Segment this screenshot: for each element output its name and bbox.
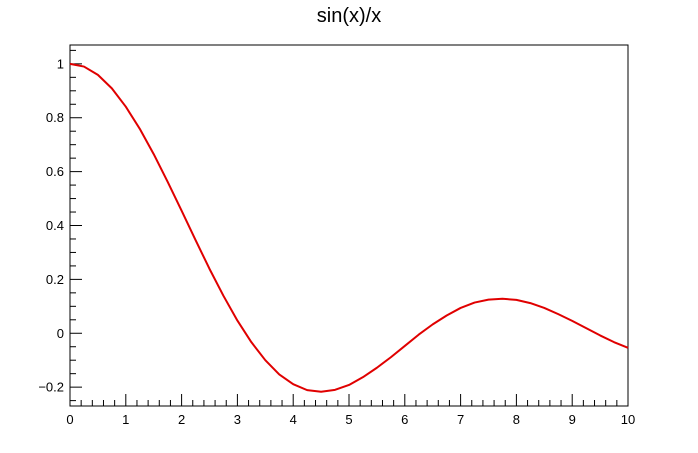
x-tick-label: 7 — [457, 412, 464, 427]
x-tick-label: 9 — [569, 412, 576, 427]
x-tick-label: 8 — [513, 412, 520, 427]
x-axis-ticks — [69, 394, 629, 406]
x-tick-label: 0 — [66, 412, 73, 427]
series-line — [69, 62, 629, 393]
series-layer — [69, 62, 629, 393]
y-axis-ticks — [70, 49, 82, 402]
plot-frame — [69, 44, 629, 407]
x-tick-label: 5 — [345, 412, 352, 427]
x-tick-label: 4 — [290, 412, 297, 427]
y-tick-label: 0 — [57, 326, 64, 341]
y-tick-label: 0.2 — [46, 272, 64, 287]
y-axis-tick-labels: −0.2 0 0.2 0.4 0.6 0.8 1 — [38, 56, 64, 394]
y-tick-label: 0.4 — [46, 218, 64, 233]
y-tick-label: −0.2 — [38, 380, 64, 395]
y-tick-label: 0.8 — [46, 110, 64, 125]
x-tick-label: 1 — [122, 412, 129, 427]
x-tick-label: 2 — [178, 412, 185, 427]
y-tick-label: 1 — [57, 56, 64, 71]
y-tick-label: 0.6 — [46, 164, 64, 179]
x-tick-label: 6 — [401, 412, 408, 427]
x-tick-label: 10 — [621, 412, 635, 427]
x-axis-tick-labels: 0 1 2 3 4 5 6 7 8 9 10 — [66, 412, 635, 427]
x-tick-label: 3 — [234, 412, 241, 427]
chart-title: sin(x)/x — [317, 5, 381, 27]
